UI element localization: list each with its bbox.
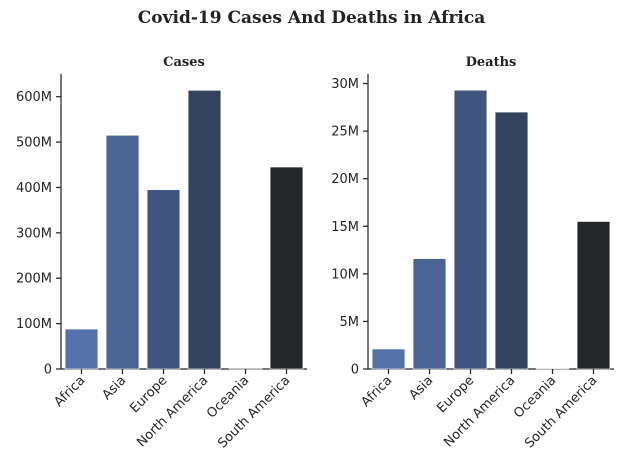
y-tick-label: 200M [16,272,52,287]
x-tick-label: Asia [406,373,436,403]
x-tick-label: Africa [52,373,89,410]
y-tick-label: 500M [16,136,52,151]
y-tick-label: 5M [340,315,360,330]
y-tick-label: 30M [331,77,359,92]
chart-title: Cases [163,55,205,70]
bar-africa [64,328,99,370]
bar-europe [453,89,488,370]
x-tick-label: Asia [99,373,129,403]
y-tick-label: 10M [331,267,359,282]
y-tick-label: 25M [331,125,359,140]
chart-title: Deaths [466,55,517,70]
y-tick-label: 400M [16,181,52,196]
bar-oceania [228,367,263,370]
bar-south-america [269,166,304,370]
chart-panel-cases: Cases 0 100M 200M 300M 400M 500M 600M Africa Asia… [16,55,307,451]
x-tick-label: North America [134,373,211,450]
bar-asia [105,134,140,370]
bar-north-america [187,90,222,370]
bar-asia [412,258,447,370]
y-tick-label: 100M [16,317,52,332]
y-tick-label: 300M [16,226,52,241]
bar-europe [146,189,181,370]
x-tick-label: South America [215,373,293,451]
y-tick-label: 0 [351,363,359,378]
y-tick-label: 20M [331,172,359,187]
x-tick-label: Africa [359,373,396,410]
bar-north-america [494,111,529,370]
bar-africa [371,348,406,370]
y-tick-label: 15M [331,220,359,235]
y-tick-label: 600M [16,90,52,105]
x-tick-label: South America [522,373,600,451]
x-tick-label: North America [441,373,518,450]
y-tick-label: 0 [44,363,52,378]
bar-south-america [576,221,611,370]
figure-title: Covid-19 Cases And Deaths in Africa [137,8,486,28]
